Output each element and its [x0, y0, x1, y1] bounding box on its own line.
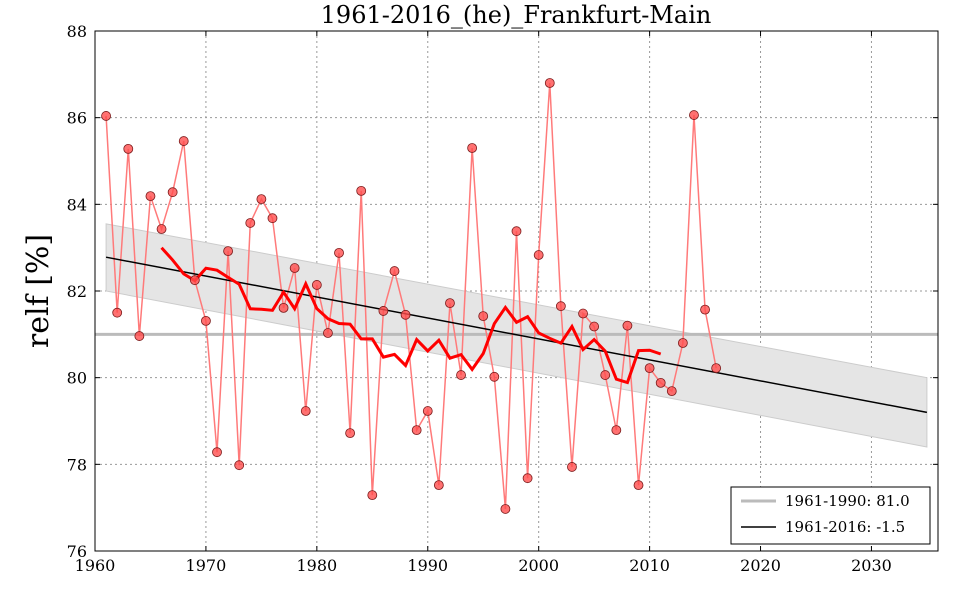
- x-tick-label: 2000: [518, 556, 559, 575]
- data-point: [544, 78, 555, 88]
- data-point: [234, 460, 245, 471]
- data-point: [689, 110, 699, 120]
- data-point: [278, 302, 289, 313]
- x-tick-label: 1960: [75, 556, 116, 575]
- data-point: [500, 504, 511, 514]
- data-point: [123, 143, 134, 154]
- data-point: [422, 406, 433, 416]
- data-point: [112, 307, 123, 318]
- data-point: [456, 370, 466, 380]
- data-point: [522, 473, 533, 484]
- data-point: [378, 306, 389, 316]
- data-point: [145, 191, 156, 202]
- data-point: [567, 462, 577, 472]
- data-point: [201, 315, 211, 326]
- data-point: [633, 480, 644, 491]
- data-point: [345, 428, 356, 439]
- data-point: [156, 224, 167, 234]
- data-point: [389, 266, 400, 276]
- data-point: [600, 370, 611, 380]
- data-point: [189, 275, 200, 286]
- data-point: [367, 490, 378, 501]
- y-tick-label: 82: [67, 282, 87, 301]
- legend: 1961-1990: 81.0 1961-2016: -1.5: [730, 486, 931, 545]
- data-point: [167, 187, 178, 198]
- x-tick-label: 1980: [296, 556, 337, 575]
- data-point: [334, 247, 344, 258]
- y-axis-label: relf [%]: [21, 234, 56, 348]
- data-point: [533, 250, 544, 260]
- data-point: [467, 143, 478, 153]
- chart-title: 1961-2016_(he)_Frankfurt-Main: [321, 1, 712, 29]
- y-tick-label: 80: [67, 369, 87, 388]
- moving-average-line: [160, 246, 662, 385]
- data-point: [433, 480, 444, 491]
- axis-ticks: 1960 1970 1980 1990 2000 2010 2020 2030 76 78 80 82…: [67, 22, 938, 575]
- data-point: [700, 304, 710, 315]
- data-point: [178, 136, 189, 146]
- y-tick-label: 88: [67, 22, 87, 41]
- data-point: [711, 363, 722, 374]
- data-point: [589, 321, 600, 332]
- x-tick-label: 2010: [629, 556, 670, 575]
- data-point: [245, 218, 256, 228]
- data-point: [655, 377, 666, 388]
- data-point: [223, 246, 234, 257]
- trend-line: [105, 256, 928, 414]
- data-point: [101, 111, 111, 121]
- data-point: [300, 406, 311, 416]
- x-tick-label: 2030: [851, 556, 892, 575]
- data-point: [289, 263, 300, 273]
- x-tick-label: 1990: [407, 556, 448, 575]
- data-point: [212, 447, 222, 458]
- data-point: [578, 308, 588, 319]
- x-tick-label: 2020: [740, 556, 781, 575]
- annual-series-line: [105, 82, 717, 510]
- data-point: [511, 226, 522, 237]
- x-tick-label: 1970: [186, 556, 227, 575]
- y-tick-label: 86: [67, 109, 87, 128]
- data-point: [611, 425, 622, 436]
- y-tick-label: 84: [67, 195, 87, 214]
- data-point: [256, 194, 267, 205]
- data-point: [622, 320, 633, 331]
- data-point: [400, 309, 411, 320]
- data-point: [134, 331, 145, 341]
- data-points: [101, 78, 722, 514]
- data-point: [356, 185, 367, 196]
- series-lines: [95, 82, 938, 510]
- legend-trend-label: 1961-2016: -1.5: [785, 518, 905, 536]
- data-point: [411, 425, 422, 436]
- data-point: [644, 363, 655, 374]
- data-point: [311, 280, 322, 290]
- data-point: [677, 338, 688, 348]
- data-point: [445, 298, 455, 309]
- data-point: [478, 311, 489, 322]
- data-point: [489, 371, 500, 382]
- data-point: [666, 386, 677, 397]
- data-point: [323, 328, 333, 338]
- y-tick-label: 76: [67, 542, 87, 561]
- legend-mean-label: 1961-1990: 81.0: [785, 492, 910, 510]
- data-point: [267, 213, 278, 224]
- y-tick-label: 78: [67, 455, 87, 474]
- data-point: [555, 301, 566, 312]
